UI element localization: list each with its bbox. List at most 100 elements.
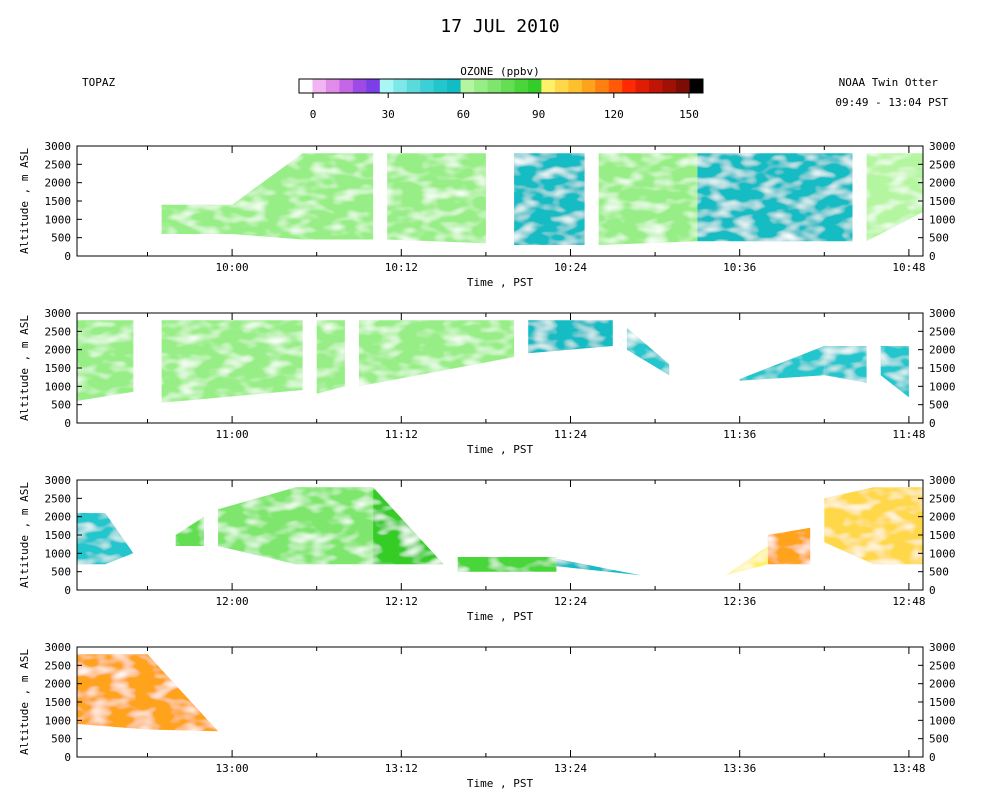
x-tick-label: 13:00 (216, 762, 249, 775)
y-tick-label-left: 1500 (45, 362, 72, 375)
ozone-colorbar: OZONE (ppbv) 0 30 60 90 120 150 (298, 65, 704, 121)
colorbar-cell (487, 79, 502, 93)
y-tick-label-right: 1500 (929, 362, 956, 375)
y-tick-label-left: 500 (51, 399, 71, 412)
colorbar-frame (298, 78, 704, 94)
x-tick-label: 13:48 (892, 762, 925, 775)
curtain-segment (218, 487, 374, 565)
curtain-segment (528, 320, 613, 354)
colorbar-cell (366, 79, 381, 93)
colorbar-cell (312, 79, 327, 93)
colorbar-cell (689, 79, 704, 93)
x-tick-label: 13:36 (723, 762, 756, 775)
curtain-segment (514, 153, 585, 245)
x-tick-label: 11:36 (723, 428, 756, 441)
y-tick-label-left: 2000 (45, 678, 72, 691)
y-tick-label-right: 1500 (929, 696, 956, 709)
colorbar-cell (325, 79, 340, 93)
y-tick-label-left: 3000 (45, 140, 72, 153)
curtain-segment (598, 153, 698, 245)
y-tick-label-left: 2000 (45, 344, 72, 357)
y-tick-label-right: 2000 (929, 177, 956, 190)
colorbar-cell (581, 79, 596, 93)
x-axis-label: Time , PST (467, 443, 534, 456)
y-tick-label-right: 500 (929, 399, 949, 412)
colorbar-cell (474, 79, 488, 93)
curtain-segment (373, 487, 444, 565)
colorbar-cell (595, 79, 610, 93)
x-tick-label: 11:24 (554, 428, 587, 441)
x-tick-label: 11:00 (216, 428, 249, 441)
colorbar-cell (447, 79, 461, 93)
colorbar-cell (662, 79, 677, 93)
x-tick-label: 10:24 (554, 261, 587, 274)
colorbar-tick-label: 30 (382, 108, 395, 121)
y-tick-label-left: 3000 (45, 641, 72, 654)
y-tick-label-right: 1000 (929, 547, 956, 560)
platform-label: NOAA Twin Otter (839, 76, 939, 89)
curtain-segment (824, 346, 867, 383)
y-tick-label-right: 0 (929, 751, 936, 764)
y-tick-label-right: 2000 (929, 511, 956, 524)
colorbar-cell (608, 79, 623, 93)
y-tick-label-left: 1500 (45, 696, 72, 709)
y-tick-label-right: 1500 (929, 195, 956, 208)
x-tick-label: 12:48 (892, 595, 925, 608)
y-tick-label-right: 2000 (929, 678, 956, 691)
y-tick-label-left: 2500 (45, 325, 72, 338)
x-tick-label: 12:00 (216, 595, 249, 608)
y-tick-label-right: 500 (929, 733, 949, 746)
y-tick-label-right: 0 (929, 417, 936, 430)
y-tick-label-right: 1000 (929, 714, 956, 727)
curtain-segment (697, 153, 853, 242)
x-tick-label: 12:24 (554, 595, 587, 608)
colorbar-cell (622, 79, 637, 93)
y-axis-label: Altitude , m ASL (18, 315, 31, 421)
instrument-label: TOPAZ (82, 76, 115, 89)
x-tick-label: 10:36 (723, 261, 756, 274)
curtain-segments (77, 320, 909, 403)
colorbar-cell (501, 79, 515, 93)
curtain-segment (880, 346, 909, 398)
curtain-segment (77, 654, 218, 732)
curtain-segment (77, 513, 134, 565)
x-tick-label: 11:48 (892, 428, 925, 441)
y-tick-label-right: 0 (929, 250, 936, 263)
colorbar-cell (460, 79, 475, 93)
y-tick-label-left: 0 (64, 417, 71, 430)
curtain-segment (739, 346, 825, 381)
colorbar-cell (339, 79, 354, 93)
x-axis-label: Time , PST (467, 610, 534, 623)
ozone-panel-3: 0 0 500 500 1000 1000 1500 1500 2000 2000 2500 2500… (18, 474, 956, 623)
x-tick-label: 12:12 (385, 595, 418, 608)
curtain-segment (387, 153, 486, 244)
y-tick-label-left: 0 (64, 584, 71, 597)
y-tick-label-right: 1000 (929, 213, 956, 226)
colorbar-cell (406, 79, 421, 93)
colorbar-cell (420, 79, 435, 93)
panel-frame (76, 646, 924, 758)
curtain-segments (161, 153, 923, 245)
colorbar-cell (554, 79, 569, 93)
y-tick-label-right: 2000 (929, 344, 956, 357)
colorbar-tick-label: 60 (457, 108, 470, 121)
y-tick-label-left: 1000 (45, 380, 72, 393)
curtain-segment (626, 327, 670, 376)
x-tick-label: 13:12 (385, 762, 418, 775)
y-tick-label-right: 3000 (929, 641, 956, 654)
y-tick-label-right: 3000 (929, 307, 956, 320)
curtain-segment (175, 516, 204, 546)
x-tick-label: 13:24 (554, 762, 587, 775)
y-tick-label-left: 1000 (45, 213, 72, 226)
y-tick-label-right: 0 (929, 584, 936, 597)
y-tick-label-left: 2000 (45, 511, 72, 524)
y-tick-label-right: 2500 (929, 325, 956, 338)
y-tick-label-right: 1500 (929, 529, 956, 542)
y-axis-label: Altitude , m ASL (18, 148, 31, 254)
curtain-segment (725, 546, 768, 576)
y-tick-label-left: 2000 (45, 177, 72, 190)
y-tick-label-left: 1500 (45, 529, 72, 542)
colorbar-cell (635, 79, 650, 93)
curtain-segment (77, 320, 134, 401)
x-tick-label: 10:12 (385, 261, 418, 274)
